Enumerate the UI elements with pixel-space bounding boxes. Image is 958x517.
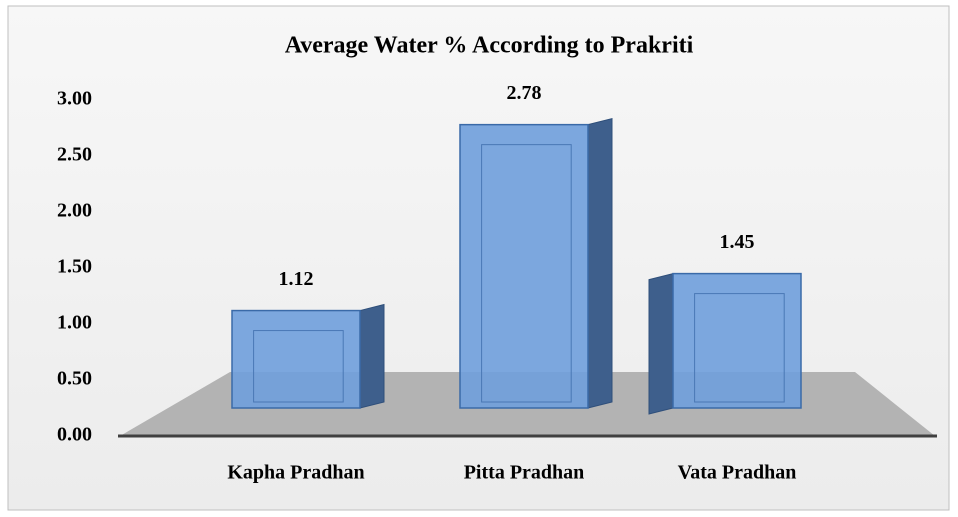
data-label: 2.78 [507,82,542,104]
bar-inner [481,144,572,403]
bar-inner [253,330,344,403]
bar-front [459,123,589,409]
chart-title: Average Water % According to Prakriti [285,33,694,59]
bar [648,272,802,415]
y-tick-label: 2.50 [57,144,92,166]
bar [459,117,613,409]
bar [231,303,385,409]
y-tick-label: 0.50 [57,368,92,390]
x-tick-label: Pitta Pradhan [464,462,585,484]
bar-inner [694,293,785,403]
y-tick-label: 2.00 [57,200,92,222]
y-tick-label: 1.00 [57,312,92,334]
y-tick-label: 0.00 [57,424,92,446]
data-label: 1.12 [279,268,314,290]
bar-side [648,272,674,415]
x-tick-label: Vata Pradhan [678,462,797,484]
bar-front [231,309,361,409]
bar-side [359,303,385,409]
y-tick-label: 1.50 [57,256,92,278]
data-label: 1.45 [720,231,755,253]
y-tick-label: 3.00 [57,88,92,110]
bar-side [587,117,613,409]
x-tick-label: Kapha Pradhan [227,462,364,484]
